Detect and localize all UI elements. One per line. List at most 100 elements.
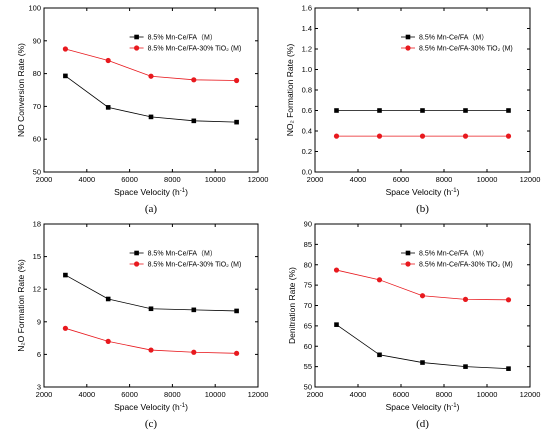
- data-point-square: [334, 108, 339, 113]
- x-tick-label: 6000: [121, 175, 138, 184]
- y-tick-label: 12: [33, 285, 41, 294]
- legend-label: 8.5% Mn-Ce/FA-30% TiO₂ (M): [419, 262, 513, 269]
- legend-label: 8.5% Mn-Ce/FA（M）: [419, 250, 488, 258]
- data-point-circle: [376, 133, 383, 139]
- y-tick-label: 1.6: [302, 4, 312, 13]
- x-tick-label: 2000: [307, 175, 324, 184]
- plot-frame: [314, 7, 531, 173]
- x-tick-label: 4000: [350, 175, 367, 184]
- y-tick-label: 6: [37, 350, 41, 359]
- y-tick-label: 1.2: [302, 45, 312, 54]
- y-tick-label: 0.8: [302, 86, 312, 95]
- data-point-square: [234, 119, 239, 125]
- y-tick-label: 80: [304, 260, 312, 269]
- y-tick-label: 90: [304, 220, 312, 229]
- y-tick-label: 9: [37, 317, 41, 326]
- data-point-square: [377, 352, 382, 358]
- x-tick-label: 6000: [393, 390, 410, 399]
- x-tick-label: 6000: [121, 390, 138, 399]
- data-point-circle: [148, 73, 154, 79]
- legend-marker-square: [134, 250, 139, 256]
- x-tick-label: 2000: [307, 390, 324, 399]
- x-axis-label: Space Velocity (h-1): [114, 187, 188, 197]
- legend-label: 8.5% Mn-Ce/FA（M）: [148, 250, 217, 258]
- legend: 8.5% Mn-Ce/FA（M） 8.5% Mn-Ce/FA-30% TiO₂ (…: [401, 250, 513, 269]
- x-tick-label: 2000: [36, 175, 53, 184]
- y-tick-label: 15: [33, 252, 41, 261]
- data-point-circle: [419, 133, 426, 139]
- y-tick-label: 70: [304, 301, 312, 310]
- data-point-square: [463, 364, 468, 369]
- data-point-square: [148, 114, 154, 120]
- chart-panel-1: 2000 4000 6000 8000 10000 12000 50 60 70 80 90 100 S…: [16, 4, 268, 216]
- chart-panel-3: 2000 4000 6000 8000 10000 12000 3 6 9 12 15 18 Space…: [16, 220, 268, 431]
- x-axis-label: Space Velocity (h-1): [114, 402, 188, 412]
- data-point-square: [334, 322, 339, 327]
- legend-marker-circle: [405, 261, 411, 267]
- legend: 8.5% Mn-Ce/FA（M） 8.5% Mn-Ce/FA-30% TiO₂ (…: [129, 34, 242, 53]
- x-tick-label: 12000: [520, 390, 541, 399]
- y-tick-label: 80: [33, 69, 41, 78]
- data-point-circle: [62, 325, 68, 331]
- y-axis-label: Denitration Rate (%): [287, 267, 297, 344]
- y-tick-label: 90: [33, 36, 41, 45]
- y-tick-label: 60: [33, 135, 41, 144]
- y-tick-label: 55: [304, 362, 312, 371]
- legend: 8.5% Mn-Ce/FA（M） 8.5% Mn-Ce/FA-30% TiO₂ (…: [401, 34, 513, 53]
- legend-label: 8.5% Mn-Ce/FA-30% TiO₂ (M): [148, 46, 242, 53]
- data-point-square: [191, 307, 197, 313]
- x-axis-label: Space Velocity (h-1): [386, 402, 460, 412]
- legend-marker-square: [134, 34, 139, 40]
- plot-frame: [43, 223, 259, 388]
- y-tick-label: 50: [304, 383, 312, 392]
- x-tick-label: 4000: [78, 175, 95, 184]
- data-point-square: [463, 108, 468, 113]
- panel-label: (c): [145, 418, 158, 430]
- legend-label: 8.5% Mn-Ce/FA（M）: [148, 34, 217, 42]
- data-point-circle: [105, 338, 111, 344]
- y-axis-label: NO Conversion Rate (%): [16, 43, 26, 137]
- y-tick-label: 3: [37, 383, 41, 392]
- data-point-square: [105, 296, 111, 302]
- legend: 8.5% Mn-Ce/FA（M） 8.5% Mn-Ce/FA-30% TiO₂ (…: [129, 250, 241, 269]
- x-tick-label: 8000: [164, 390, 181, 399]
- y-axis-label: NO₂ Formation Rate (%): [285, 44, 295, 137]
- y-tick-label: 60: [304, 342, 312, 351]
- x-tick-label: 8000: [436, 390, 453, 399]
- data-point-square: [506, 108, 511, 113]
- data-point-square: [377, 108, 382, 113]
- legend-marker-circle: [134, 45, 140, 51]
- y-tick-label: 70: [33, 102, 41, 111]
- data-point-circle: [62, 46, 68, 52]
- x-tick-label: 8000: [436, 175, 453, 184]
- x-tick-label: 10000: [205, 175, 226, 184]
- data-point-circle: [462, 133, 469, 139]
- y-tick-label: 0.6: [302, 106, 312, 115]
- panel-label: (d): [416, 418, 429, 430]
- y-tick-label: 50: [33, 168, 41, 177]
- data-point-circle: [376, 277, 383, 283]
- x-tick-label: 2000: [36, 390, 53, 399]
- chart-panel-2: 2000 4000 6000 8000 10000 12000 0.0 0.2 0.4 0.6 0.…: [285, 4, 540, 216]
- legend-marker-circle: [405, 45, 411, 51]
- data-point-circle: [191, 77, 197, 83]
- data-point-circle: [505, 297, 512, 303]
- legend-marker-square: [405, 250, 411, 256]
- data-point-square: [420, 360, 425, 365]
- x-tick-label: 4000: [78, 390, 95, 399]
- x-tick-label: 12000: [248, 175, 269, 184]
- x-tick-label: 12000: [520, 175, 541, 184]
- data-point-circle: [333, 267, 340, 273]
- x-tick-label: 6000: [393, 175, 410, 184]
- y-tick-label: 0.2: [302, 147, 312, 156]
- x-tick-label: 10000: [477, 175, 498, 184]
- y-tick-label: 1.0: [302, 65, 312, 74]
- data-point-circle: [234, 350, 240, 356]
- y-tick-label: 0.0: [302, 168, 312, 177]
- data-point-square: [148, 306, 154, 312]
- y-tick-label: 75: [304, 281, 312, 290]
- data-point-square: [420, 108, 425, 113]
- x-axis-label: Space Velocity (h-1): [386, 187, 460, 197]
- legend-label: 8.5% Mn-Ce/FA-30% TiO₂ (M): [419, 46, 513, 53]
